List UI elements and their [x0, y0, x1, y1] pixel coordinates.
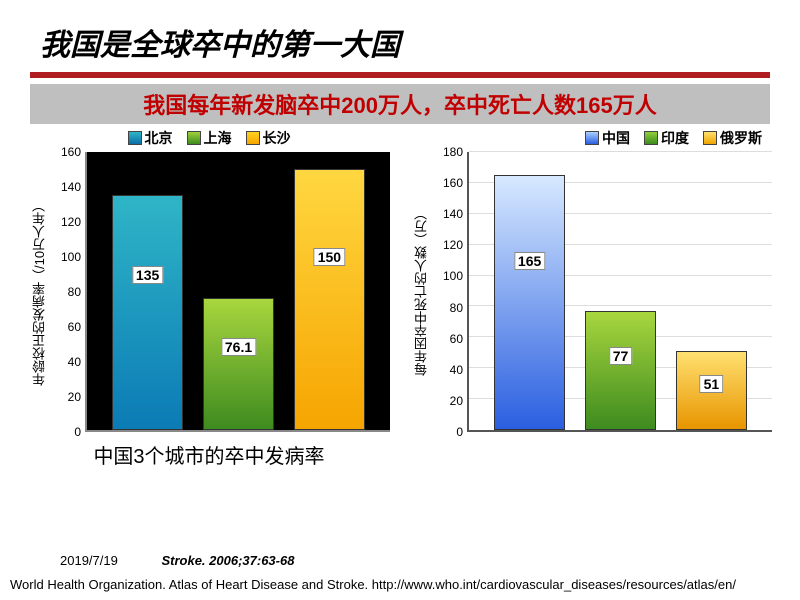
right-yticks: 020406080100120140160180	[433, 152, 467, 432]
right-ylabel: 每年因卒中死亡的人数（万）	[410, 152, 433, 432]
bar: 150	[294, 169, 365, 430]
footer-source: Stroke. 2006;37:63-68	[161, 553, 294, 568]
ytick: 60	[68, 320, 81, 334]
left-yticks: 020406080100120140160	[51, 152, 85, 432]
ytick: 0	[74, 425, 81, 439]
bar: 135	[112, 195, 183, 430]
bar: 165	[494, 175, 565, 430]
ytick: 120	[443, 238, 463, 252]
bar: 77	[585, 311, 656, 430]
charts-row: 北京上海长沙 年龄校正的发病率（/10万人年） 0 20 40 60 80 100 120 1…	[0, 128, 800, 469]
ytick: 140	[61, 180, 81, 194]
footer-long: World Health Organization. Atlas of Hear…	[10, 577, 736, 592]
legend-swatch	[585, 131, 599, 145]
subtitle: 我国每年新发脑卒中200万人，卒中死亡人数165万人	[30, 84, 770, 124]
ytick: 60	[450, 332, 463, 346]
ytick: 0	[456, 425, 463, 439]
right-legend: 中国印度俄罗斯	[410, 128, 772, 148]
legend-item: 北京	[128, 128, 173, 148]
bar-value-label: 51	[700, 375, 724, 393]
ytick: 100	[61, 250, 81, 264]
ytick: 100	[443, 269, 463, 283]
left-plot: 135 76.1 150	[85, 152, 390, 432]
ytick: 40	[450, 363, 463, 377]
legend-item: 中国	[585, 128, 630, 148]
bar-value-label: 150	[314, 248, 345, 266]
ytick: 160	[443, 176, 463, 190]
footer-row: 2019/7/19 Stroke. 2006;37:63-68	[60, 553, 294, 568]
footer-date: 2019/7/19	[60, 553, 118, 568]
ytick: 140	[443, 207, 463, 221]
ytick: 20	[68, 390, 81, 404]
bar-value-label: 76.1	[221, 338, 256, 356]
ytick: 160	[61, 145, 81, 159]
legend-item: 俄罗斯	[703, 128, 762, 148]
bar-value-label: 77	[609, 347, 633, 365]
legend-item: 印度	[644, 128, 689, 148]
legend-swatch	[187, 131, 201, 145]
bar-value-label: 135	[132, 266, 163, 284]
left-caption: 中国3个城市的卒中发病率	[28, 440, 390, 469]
ytick: 40	[68, 355, 81, 369]
ytick: 80	[450, 301, 463, 315]
main-title: 我国是全球卒中的第一大国	[0, 0, 800, 72]
ytick: 180	[443, 145, 463, 159]
legend-swatch	[703, 131, 717, 145]
bar-value-label: 165	[514, 252, 545, 270]
right-chart: 中国印度俄罗斯 每年因卒中死亡的人数（万） 0 20 40 60 80 100 120 140…	[410, 128, 772, 469]
left-legend: 北京上海长沙	[28, 128, 390, 148]
left-chart: 北京上海长沙 年龄校正的发病率（/10万人年） 0 20 40 60 80 100 120 1…	[28, 128, 390, 469]
legend-item: 长沙	[246, 128, 291, 148]
ytick: 120	[61, 215, 81, 229]
divider	[30, 72, 770, 78]
legend-swatch	[644, 131, 658, 145]
bar: 76.1	[203, 298, 274, 430]
ytick: 80	[68, 285, 81, 299]
ytick: 20	[450, 394, 463, 408]
legend-item: 上海	[187, 128, 232, 148]
legend-swatch	[246, 131, 260, 145]
legend-swatch	[128, 131, 142, 145]
right-plot: 165 77 51	[467, 152, 772, 432]
left-ylabel: 年龄校正的发病率（/10万人年）	[28, 152, 51, 432]
bar: 51	[676, 351, 747, 430]
